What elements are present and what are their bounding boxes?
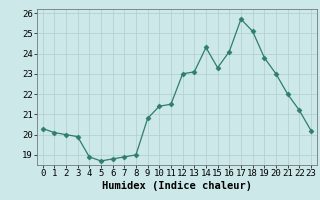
X-axis label: Humidex (Indice chaleur): Humidex (Indice chaleur) [102, 181, 252, 191]
